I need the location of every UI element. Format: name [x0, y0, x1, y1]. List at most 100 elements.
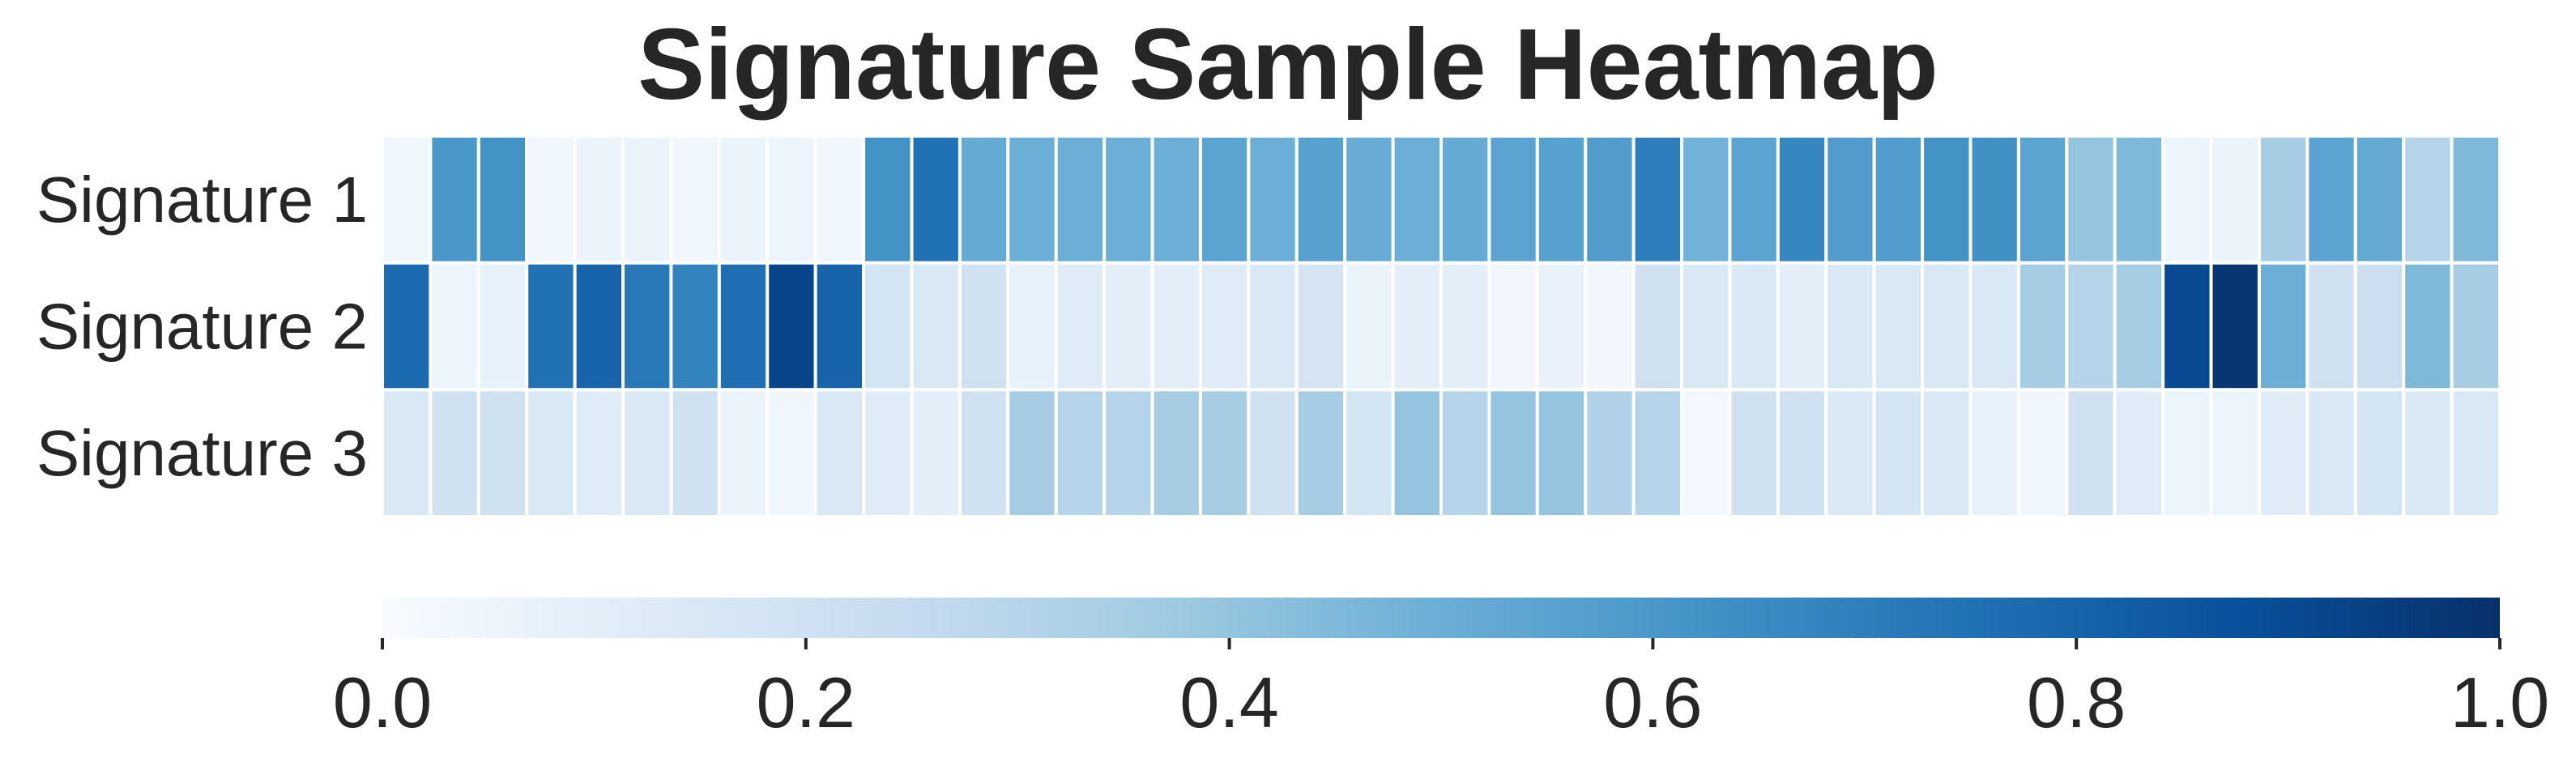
heatmap-cell: [1150, 261, 1202, 392]
heatmap-cell: [1680, 388, 1732, 518]
heatmap-cell: [1631, 134, 1684, 265]
heatmap-cell: [766, 388, 817, 518]
heatmap-cell: [862, 261, 914, 392]
heatmap-cell: [669, 388, 721, 518]
heatmap-cell: [1343, 134, 1395, 265]
heatmap-cell: [1921, 134, 1973, 265]
heatmap-cell: [1247, 261, 1299, 392]
heatmap-cell: [1439, 388, 1491, 518]
heatmap-cell: [1872, 388, 1925, 518]
heatmap-cell: [1294, 261, 1347, 392]
heatmap-cell: [2305, 261, 2357, 392]
heatmap-cell: [2402, 134, 2454, 265]
colorbar: [382, 598, 2500, 638]
heatmap-cell: [717, 261, 770, 392]
heatmap-cell: [1921, 388, 1973, 518]
heatmap-cell: [1584, 261, 1636, 392]
colorbar-tick-label: 0.2: [757, 662, 855, 743]
colorbar-tick-label: 0.6: [1603, 662, 1702, 743]
heatmap-cell: [429, 261, 480, 392]
heatmap-cell: [1776, 388, 1828, 518]
heatmap-cell: [1631, 261, 1684, 392]
heatmap-cell: [2257, 388, 2309, 518]
heatmap-cell: [1824, 261, 1876, 392]
heatmap-cell: [2353, 261, 2406, 392]
heatmap-cell: [910, 388, 962, 518]
heatmap-cell: [766, 261, 817, 392]
heatmap-cell: [1680, 261, 1732, 392]
heatmap-cell: [813, 388, 866, 518]
heatmap-cell: [1391, 261, 1443, 392]
heatmap-cell: [1487, 261, 1539, 392]
heatmap-cell: [910, 134, 962, 265]
heatmap-cell: [2450, 134, 2502, 265]
heatmap-cell: [2065, 134, 2117, 265]
heatmap-cell: [2113, 388, 2165, 518]
heatmap-cell: [2113, 134, 2165, 265]
heatmap-cell: [957, 134, 1010, 265]
heatmap-cell: [1391, 134, 1443, 265]
heatmap-cell: [766, 134, 817, 265]
heatmap-cell: [621, 388, 673, 518]
heatmap-cell: [2353, 134, 2406, 265]
heatmap-cell: [1487, 134, 1539, 265]
heatmap-cell: [1102, 388, 1154, 518]
heatmap-cell: [1054, 134, 1107, 265]
heatmap-cell: [2161, 261, 2213, 392]
heatmap-cell: [1968, 388, 2020, 518]
heatmap-cell: [1247, 388, 1299, 518]
heatmap-cell: [476, 134, 529, 265]
heatmap-cell: [1391, 388, 1443, 518]
heatmap-cell: [1487, 388, 1539, 518]
heatmap-cell: [1439, 134, 1491, 265]
heatmap-cell: [1150, 388, 1202, 518]
heatmap-cell: [1824, 134, 1876, 265]
heatmap-cell: [1247, 134, 1299, 265]
heatmap-cell: [573, 388, 625, 518]
heatmap-cell: [1535, 134, 1588, 265]
heatmap-cell: [1921, 261, 1973, 392]
heatmap-cell: [862, 388, 914, 518]
heatmap-cell: [1054, 388, 1107, 518]
heatmap-cell: [2305, 388, 2357, 518]
heatmap-cell: [525, 261, 577, 392]
heatmap-cell: [1824, 388, 1876, 518]
heatmap-cell: [1439, 261, 1491, 392]
heatmap-cell: [1006, 261, 1058, 392]
heatmap-cell: [813, 134, 866, 265]
heatmap-cell: [429, 388, 480, 518]
heatmap-cell: [1872, 134, 1925, 265]
heatmap-cell: [1150, 134, 1202, 265]
heatmap-cell: [717, 134, 770, 265]
chart-title: Signature Sample Heatmap: [638, 9, 1938, 121]
heatmap-cell: [2209, 261, 2261, 392]
heatmap-cell: [2209, 388, 2261, 518]
heatmap-cell: [573, 134, 625, 265]
heatmap-cell: [2161, 388, 2213, 518]
heatmap-cell: [2257, 261, 2309, 392]
row-label: Signature 2: [36, 291, 368, 363]
heatmap-cell: [2450, 261, 2502, 392]
heatmap-cell: [1728, 134, 1780, 265]
heatmap-cell: [1006, 388, 1058, 518]
heatmap-cell: [1102, 261, 1154, 392]
heatmap-cell: [1728, 261, 1780, 392]
colorbar-tick-label: 1.0: [2450, 662, 2549, 743]
heatmap-cell: [669, 261, 721, 392]
heatmap-cell: [2450, 388, 2502, 518]
heatmap-cell: [621, 261, 673, 392]
heatmap-cell: [2305, 134, 2357, 265]
heatmap-cell: [2402, 388, 2454, 518]
heatmap-cell: [1198, 388, 1251, 518]
colorbar-tick-label: 0.8: [2027, 662, 2126, 743]
heatmap-cell: [862, 134, 914, 265]
heatmap-cell: [476, 261, 529, 392]
heatmap-cell: [429, 134, 480, 265]
heatmap-cell: [2016, 261, 2069, 392]
heatmap-cell: [1728, 388, 1780, 518]
heatmap-cell: [2353, 388, 2406, 518]
heatmap-cell: [669, 134, 721, 265]
heatmap-cell: [957, 261, 1010, 392]
heatmap-cell: [1968, 134, 2020, 265]
